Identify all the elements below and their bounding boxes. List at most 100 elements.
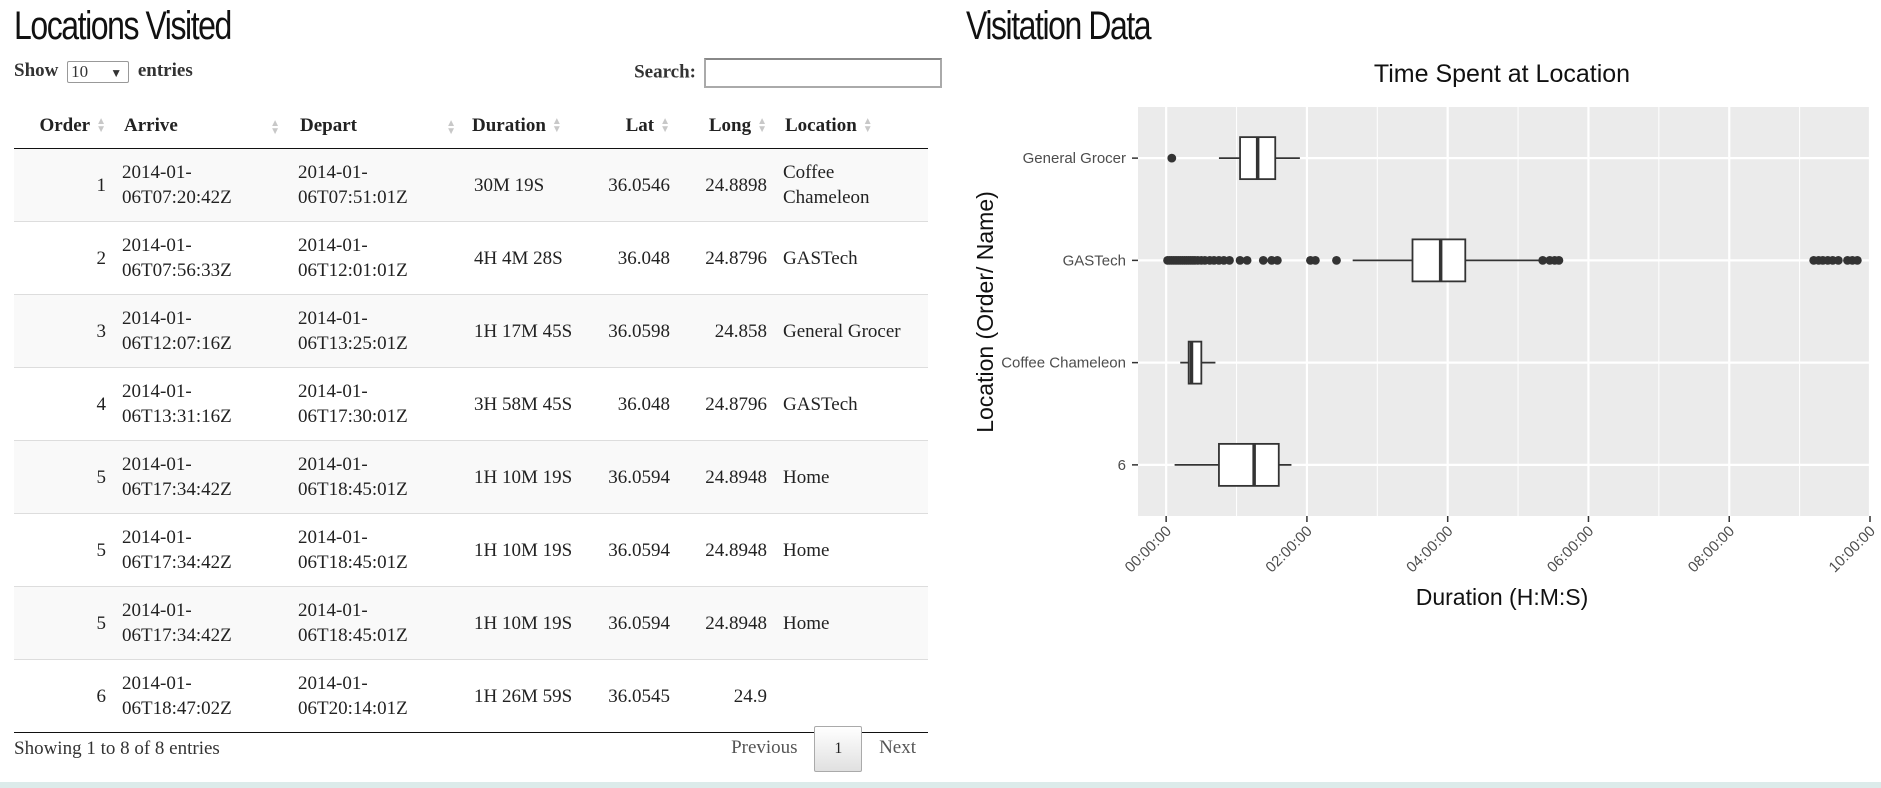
column-header-location[interactable]: Location ▲ ▼ xyxy=(775,103,928,149)
table-row: 6 2014-01-06T18:47:02Z 2014-01-06T20:14:… xyxy=(14,659,928,733)
box xyxy=(1411,238,1467,283)
outlier-point xyxy=(1332,255,1341,265)
cell-duration: 30M 19S xyxy=(466,148,592,222)
page-length-control: Show 10 ▼ entries xyxy=(14,60,193,83)
visitation-title: Visitation Data xyxy=(966,4,1152,48)
sort-icon: ▲ ▼ xyxy=(757,116,767,136)
x-tick-label: 06:00:00 xyxy=(1544,523,1597,576)
cell-depart: 2014-01-06T07:51:01Z xyxy=(290,148,466,222)
outlier-point xyxy=(1258,255,1268,265)
locations-table: Order ▲ ▼ Arrive ▲ ▼ Depart ▲ ▼ Duration ▲ ▼ Lat… xyxy=(14,103,928,733)
cell-depart: 2014-01-06T12:01:01Z xyxy=(290,221,466,295)
column-header-long[interactable]: Long ▲ ▼ xyxy=(678,103,775,149)
x-tick-label: 08:00:00 xyxy=(1685,523,1738,576)
table-controls: Show 10 ▼ entries Search: xyxy=(14,58,942,94)
cell-arrive: 2014-01-06T07:20:42Z xyxy=(114,148,290,222)
cell-order: 5 xyxy=(14,513,114,587)
column-header-depart[interactable]: Depart ▲ ▼ xyxy=(290,103,466,149)
outlier-point xyxy=(1833,255,1843,265)
sort-icon: ▲ ▼ xyxy=(96,116,106,136)
pagination: Previous 1 Next xyxy=(719,726,928,772)
sort-icon: ▲ ▼ xyxy=(270,118,280,137)
cell-lat: 36.0546 xyxy=(592,148,678,222)
cell-lat: 36.0545 xyxy=(592,659,678,733)
cell-depart: 2014-01-06T18:45:01Z xyxy=(290,586,466,660)
outlier-point xyxy=(1310,255,1320,265)
outlier-point xyxy=(1167,153,1177,163)
cell-duration: 3H 58M 45S xyxy=(466,367,592,441)
cell-duration: 1H 10M 19S xyxy=(466,440,592,514)
cell-lat: 36.0594 xyxy=(592,586,678,660)
locations-title: Locations Visited xyxy=(14,4,232,48)
table-header-row: Order ▲ ▼ Arrive ▲ ▼ Depart ▲ ▼ Duration ▲ ▼ Lat… xyxy=(14,103,928,149)
cell-arrive: 2014-01-06T18:47:02Z xyxy=(114,659,290,733)
cell-lat: 36.0598 xyxy=(592,294,678,368)
sort-icon: ▲ ▼ xyxy=(660,116,670,136)
column-header-arrive[interactable]: Arrive ▲ ▼ xyxy=(114,103,290,149)
column-header-order[interactable]: Order ▲ ▼ xyxy=(14,103,114,149)
search-label: Search: xyxy=(634,61,696,83)
outlier-point xyxy=(1554,255,1564,265)
cell-depart: 2014-01-06T18:45:01Z xyxy=(290,440,466,514)
cell-lat: 36.048 xyxy=(592,367,678,441)
show-label: Show xyxy=(14,60,59,81)
outlier-point xyxy=(1225,255,1234,265)
cell-location: Home xyxy=(775,513,928,587)
y-tick-label: 6 xyxy=(1118,457,1126,474)
cell-order: 6 xyxy=(14,659,114,733)
table-row: 3 2014-01-06T12:07:16Z 2014-01-06T13:25:… xyxy=(14,294,928,368)
cell-long: 24.8948 xyxy=(678,513,775,587)
page-button-1[interactable]: 1 xyxy=(814,726,863,772)
column-header-duration[interactable]: Duration ▲ ▼ xyxy=(466,103,592,149)
cell-duration: 1H 10M 19S xyxy=(466,586,592,660)
duration-boxplot: Time Spent at Location Location (Order/ … xyxy=(972,60,1879,610)
chart-ylabel: Location (Order/ Name) xyxy=(972,191,998,433)
cell-order: 2 xyxy=(14,221,114,295)
outlier-point xyxy=(1272,255,1282,265)
outlier-point xyxy=(1852,255,1862,265)
outlier-point xyxy=(1235,255,1245,265)
search-input[interactable] xyxy=(704,58,942,88)
table-row: 5 2014-01-06T17:34:42Z 2014-01-06T18:45:… xyxy=(14,586,928,660)
cell-depart: 2014-01-06T17:30:01Z xyxy=(290,367,466,441)
column-header-lat[interactable]: Lat ▲ ▼ xyxy=(592,103,678,149)
y-tick-label: General Grocer xyxy=(1023,150,1126,167)
previous-button[interactable]: Previous xyxy=(731,737,798,758)
page-length-value: 10 xyxy=(71,61,89,81)
cell-duration: 1H 10M 19S xyxy=(466,513,592,587)
cell-long: 24.8796 xyxy=(678,367,775,441)
chart-title: Time Spent at Location xyxy=(1374,60,1630,88)
cell-location: GASTech xyxy=(775,221,928,295)
next-button[interactable]: Next xyxy=(879,737,916,758)
cell-long: 24.9 xyxy=(678,659,775,733)
cell-arrive: 2014-01-06T13:31:16Z xyxy=(114,367,290,441)
cell-arrive: 2014-01-06T17:34:42Z xyxy=(114,513,290,587)
cell-depart: 2014-01-06T18:45:01Z xyxy=(290,513,466,587)
outlier-point xyxy=(1242,255,1252,265)
cell-order: 1 xyxy=(14,148,114,222)
cell-location: Coffee Chameleon xyxy=(775,148,928,222)
table-row: 5 2014-01-06T17:34:42Z 2014-01-06T18:45:… xyxy=(14,513,928,587)
cell-lat: 36.0594 xyxy=(592,440,678,514)
y-tick-label: GASTech xyxy=(1063,252,1126,269)
chart-xlabel: Duration (H:M:S) xyxy=(1416,584,1589,610)
y-tick-label: Coffee Chameleon xyxy=(1001,355,1126,372)
sort-icon: ▲ ▼ xyxy=(446,118,456,137)
cell-location: Home xyxy=(775,586,928,660)
chevron-down-icon: ▼ xyxy=(110,65,123,80)
table-row: 4 2014-01-06T13:31:16Z 2014-01-06T17:30:… xyxy=(14,367,928,441)
cell-duration: 1H 17M 45S xyxy=(466,294,592,368)
search-control: Search: xyxy=(634,58,942,88)
cell-long: 24.8948 xyxy=(678,586,775,660)
entries-label: entries xyxy=(137,60,193,81)
cell-lat: 36.048 xyxy=(592,221,678,295)
table-row: 2 2014-01-06T07:56:33Z 2014-01-06T12:01:… xyxy=(14,221,928,295)
cell-depart: 2014-01-06T20:14:01Z xyxy=(290,659,466,733)
cell-location: General Grocer xyxy=(775,294,928,368)
page-length-select[interactable]: 10 ▼ xyxy=(67,60,130,83)
cell-long: 24.8948 xyxy=(678,440,775,514)
sort-icon: ▲ ▼ xyxy=(551,116,562,136)
cell-long: 24.8898 xyxy=(678,148,775,222)
cell-arrive: 2014-01-06T17:34:42Z xyxy=(114,586,290,660)
cell-long: 24.858 xyxy=(678,294,775,368)
